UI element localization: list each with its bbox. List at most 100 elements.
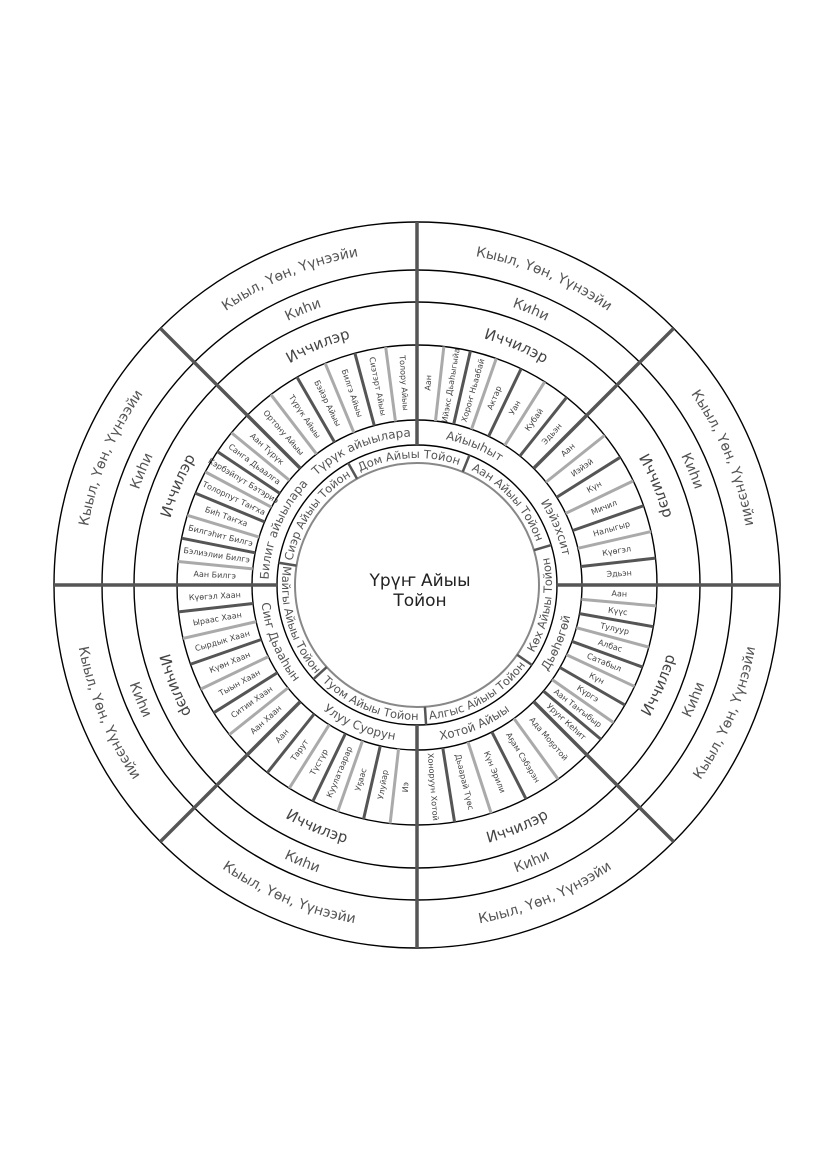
name-divider xyxy=(353,352,376,427)
being-name: Аан xyxy=(559,442,577,459)
name-divider xyxy=(212,671,279,714)
being-name: Күөгэл Хаан xyxy=(189,590,242,602)
name-divider xyxy=(555,456,622,499)
deity-divider xyxy=(516,653,533,667)
center-title-line1: Үрүҥ Айыы xyxy=(368,571,470,591)
name-divider xyxy=(384,346,397,422)
being-name: Түрүк Айыы xyxy=(286,392,322,440)
name-dividers xyxy=(178,346,657,824)
name-divider xyxy=(503,380,546,447)
name-divider xyxy=(579,612,654,629)
sector-divider xyxy=(532,327,675,470)
name-divider xyxy=(470,357,498,430)
center-title-line2: Тойон xyxy=(392,591,446,611)
name-divider xyxy=(487,368,523,437)
being-name: Аан Хаан xyxy=(249,704,284,736)
sector-divider xyxy=(159,327,302,470)
deity-divider xyxy=(423,706,428,725)
being-name: Эдьэн xyxy=(606,568,632,578)
name-divider xyxy=(230,431,291,482)
name-divider xyxy=(571,640,644,669)
name-divider xyxy=(580,556,656,569)
name-divider xyxy=(288,723,331,790)
name-divider xyxy=(433,346,446,422)
being-name: Күргэ xyxy=(575,684,600,705)
being-name: Иэ xyxy=(401,782,411,793)
outer-ring-label: Кыыл, Үөн, Үүнээйи xyxy=(690,645,759,782)
being-name: Дьаарай Түөс xyxy=(453,753,475,811)
being-name: Аан xyxy=(611,589,627,599)
name-divider xyxy=(216,450,281,495)
being-name: Хороҥ Ньаабай xyxy=(460,358,487,423)
deity-label: Көх Айыы Тойон xyxy=(524,557,555,655)
sector-divider xyxy=(532,700,675,843)
name-divider xyxy=(228,686,289,736)
deity-divider xyxy=(312,666,328,681)
name-divider xyxy=(295,376,336,443)
name-divider xyxy=(182,620,257,640)
deity-divider xyxy=(533,543,552,552)
name-divider xyxy=(178,559,253,571)
center-label: Үрүҥ Айыы Тойон xyxy=(368,571,470,611)
name-divider xyxy=(545,434,606,484)
name-divider xyxy=(581,597,657,608)
name-divider xyxy=(323,362,356,434)
name-divider xyxy=(181,536,256,555)
being-name: Күөн Хаан xyxy=(208,650,252,675)
ring-lines xyxy=(53,221,781,949)
being-name: Аан xyxy=(423,375,433,391)
being-name: Аҕам Сэбэрэн xyxy=(504,731,542,784)
name-divider xyxy=(575,626,650,649)
name-divider xyxy=(266,713,316,774)
name-divider xyxy=(311,733,347,802)
outer-ring-label: Кыыл, Үөн, Үүнээйи xyxy=(75,645,144,782)
deity-divider xyxy=(278,561,297,567)
name-divider xyxy=(542,689,602,741)
being-name: Аан xyxy=(274,727,291,745)
being-name: Аан Билгэ xyxy=(193,570,236,581)
name-divider xyxy=(466,741,493,814)
being-name: Толору Айыы xyxy=(397,354,410,411)
deity-label: Дом Айыы Тойон xyxy=(355,447,462,474)
being-name: Актар xyxy=(486,385,504,411)
being-name: Күн xyxy=(585,479,603,494)
name-divider xyxy=(490,731,528,800)
name-divider xyxy=(512,717,560,781)
name-divider xyxy=(452,350,472,425)
name-divider xyxy=(559,666,626,707)
name-divider xyxy=(388,748,401,824)
name-divider xyxy=(189,638,262,666)
name-divider xyxy=(441,747,457,823)
being-name: Күүс xyxy=(607,606,628,617)
name-divider xyxy=(565,479,634,515)
name-divider xyxy=(551,678,615,724)
deity-divider xyxy=(461,454,471,473)
name-divider xyxy=(565,653,636,688)
being-name: Куулатаарар xyxy=(325,745,354,799)
name-divider xyxy=(186,513,260,539)
name-divider xyxy=(577,530,652,550)
being-name: Уан xyxy=(507,399,522,416)
sector-divider xyxy=(159,700,302,843)
being-name: Биһ Таҥха xyxy=(204,505,249,529)
name-divider xyxy=(204,470,273,509)
being-name: Ыраас Хаан xyxy=(192,610,242,627)
deity-divider xyxy=(347,462,359,480)
center-ring xyxy=(294,462,540,708)
being-name: Бэйэр Айыы xyxy=(312,379,342,428)
name-divider xyxy=(362,745,382,820)
being-name: Улуйар xyxy=(376,769,390,800)
name-divider xyxy=(572,504,645,532)
name-divider xyxy=(269,393,318,456)
being-name: Хоноруун Хотой xyxy=(426,753,440,821)
being-name: Уҕаас xyxy=(353,767,368,792)
name-divider xyxy=(518,396,568,457)
deity-label: Аан Айыы Тойон xyxy=(470,460,547,543)
name-divider xyxy=(194,491,266,524)
being-name: Күөгэл xyxy=(602,544,632,558)
outer-ring-label: Кыыл, Үөн, Үүнээйи xyxy=(220,858,357,927)
name-divider xyxy=(178,601,254,614)
outer-ring-label: Кыыл, Үөн, Үүнээйи xyxy=(477,858,614,927)
